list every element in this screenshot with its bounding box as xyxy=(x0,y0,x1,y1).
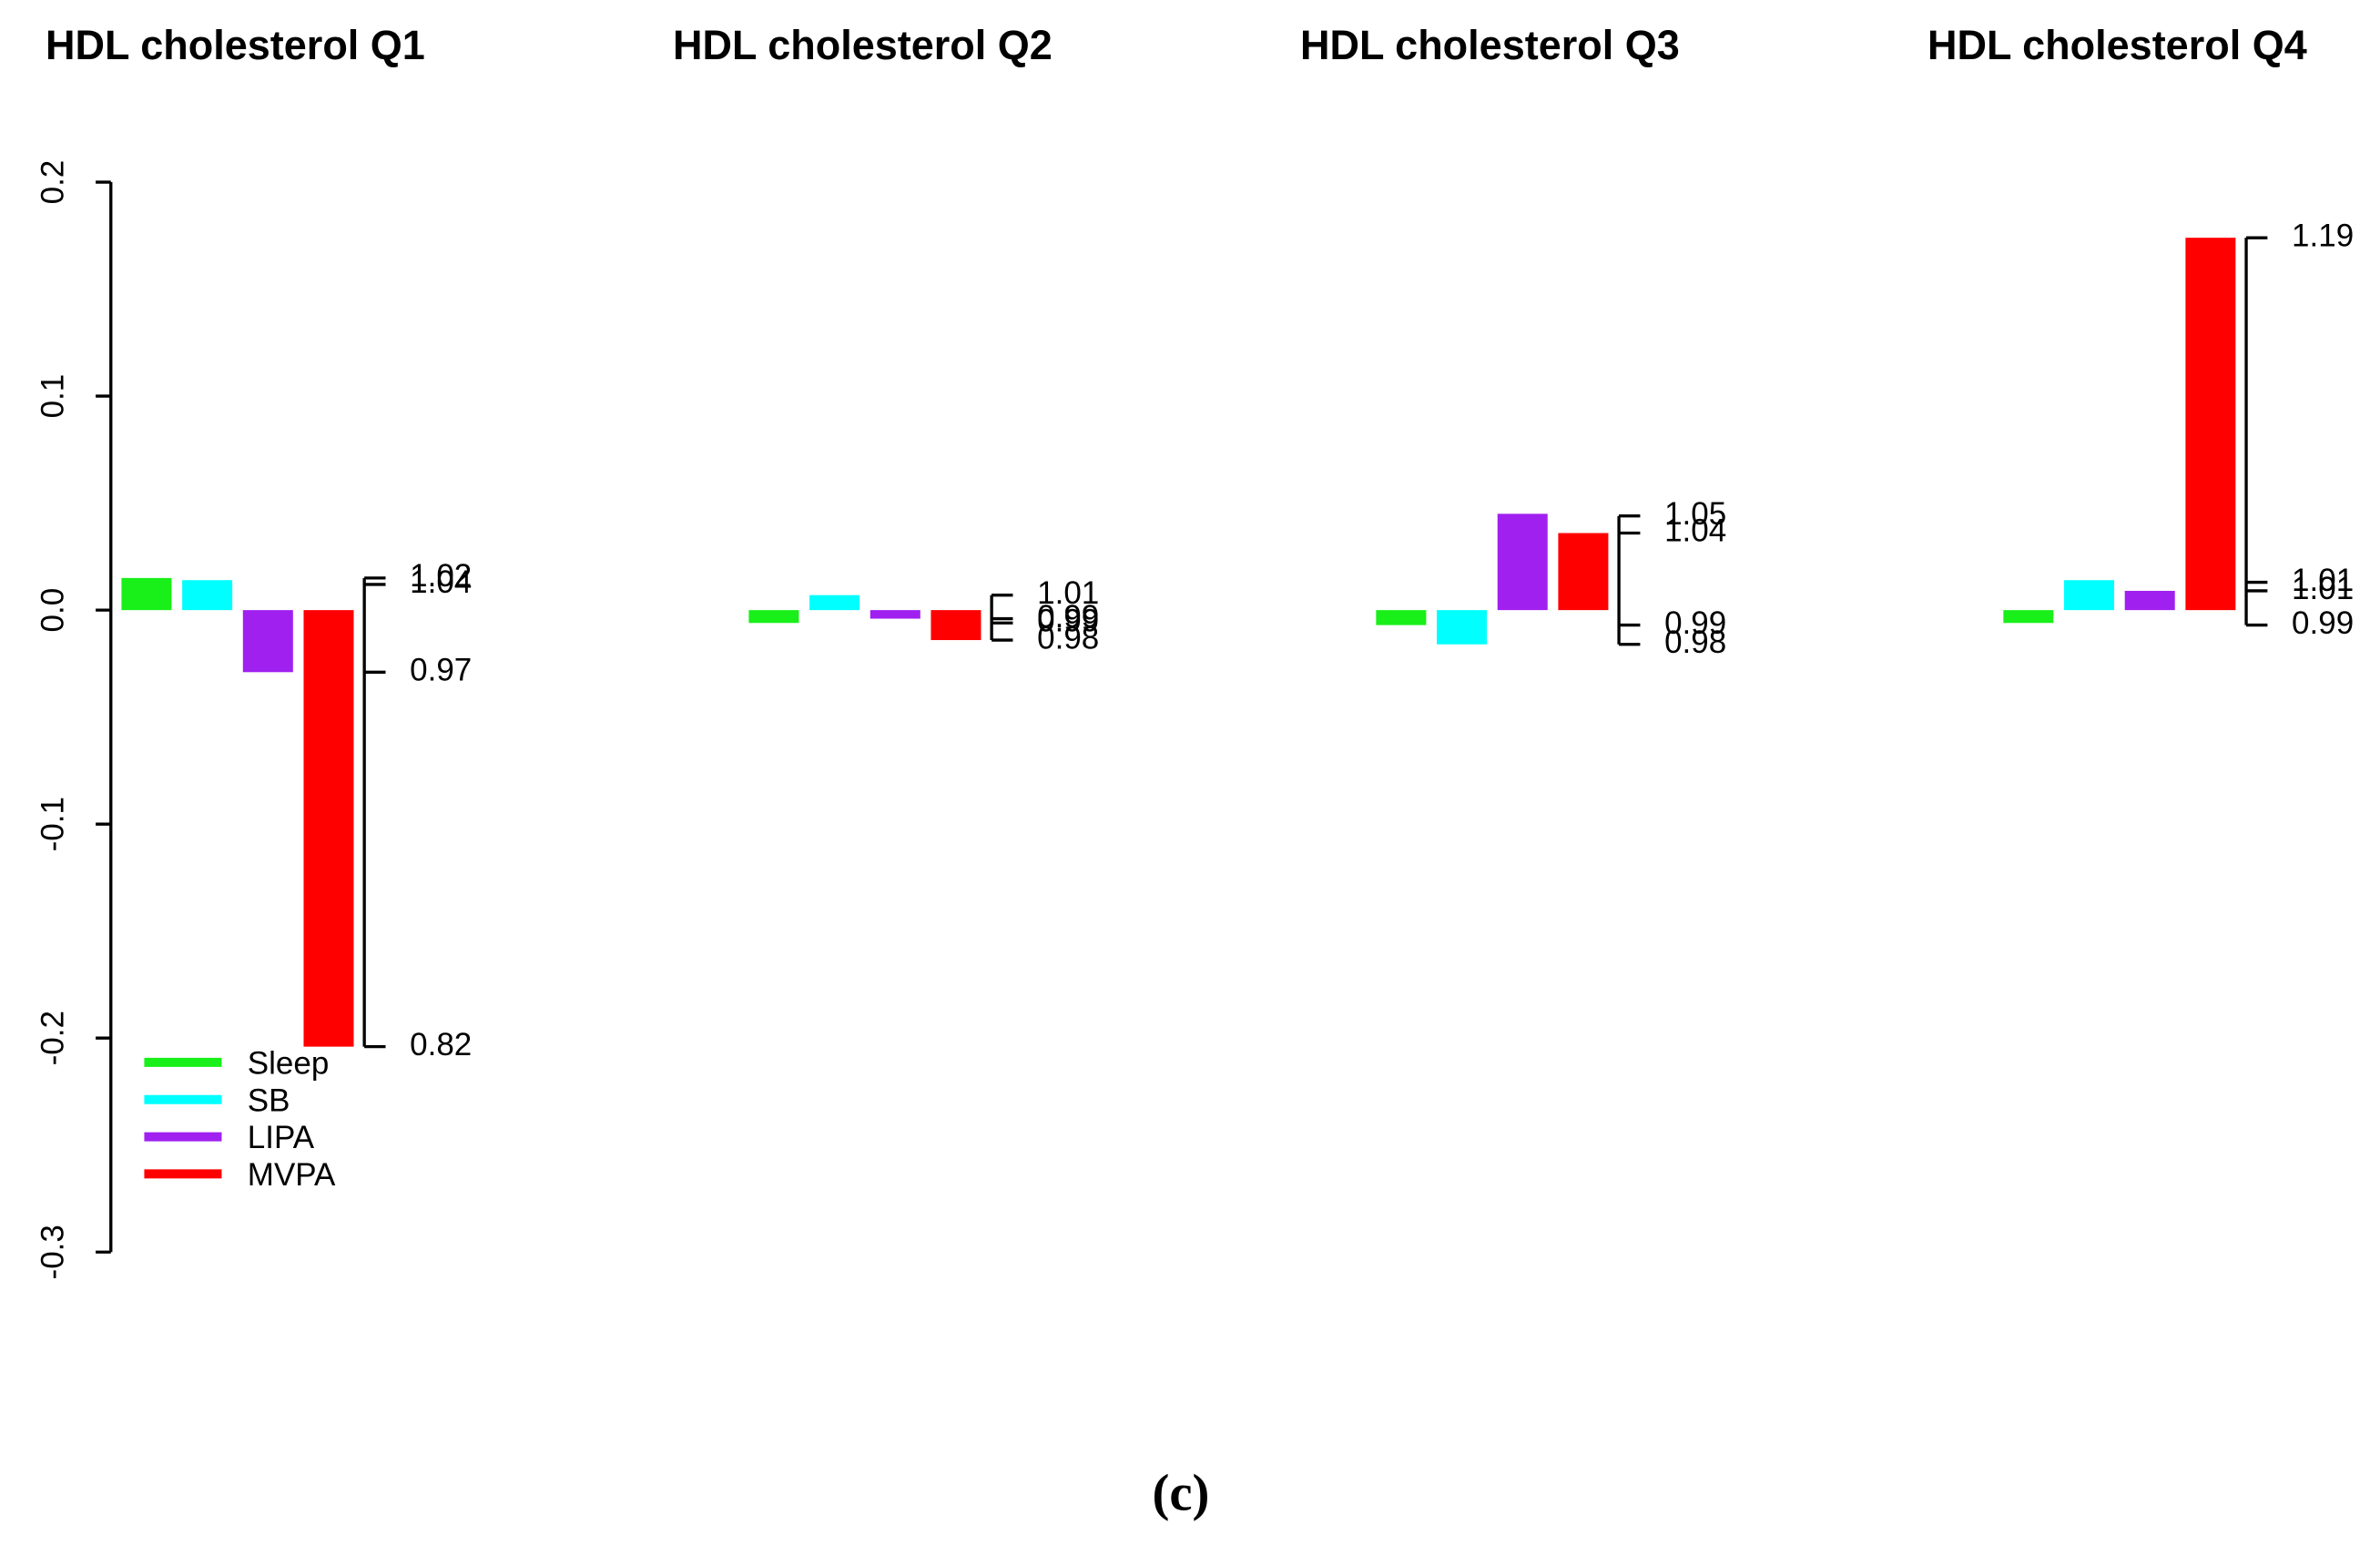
panel-title: HDL cholesterol Q1 xyxy=(46,22,425,68)
bar xyxy=(303,610,354,1047)
y2-tick-label: 1.04 xyxy=(1664,513,1726,549)
bar xyxy=(242,610,293,673)
legend-label: SB xyxy=(248,1083,290,1118)
bar xyxy=(1437,610,1488,645)
panel-title: HDL cholesterol Q4 xyxy=(1927,22,2307,68)
bar xyxy=(870,610,920,619)
y2-tick-label: 1.05 xyxy=(1664,496,1726,532)
bar xyxy=(2124,590,2175,611)
legend-label: Sleep xyxy=(248,1045,330,1081)
bar xyxy=(1497,513,1548,611)
legend-label: LIPA xyxy=(248,1120,315,1155)
panel-title: HDL cholesterol Q3 xyxy=(1300,22,1680,68)
y-tick-label: 0.1 xyxy=(35,374,70,419)
y2-tick-label: 0.99 xyxy=(1664,605,1726,641)
y-tick-label: -0.3 xyxy=(35,1225,70,1279)
y2-tick-label: 0.97 xyxy=(410,653,472,688)
legend-label: MVPA xyxy=(248,1157,336,1193)
bar xyxy=(931,610,981,641)
bar xyxy=(182,580,233,611)
y2-tick-label: 1.02 xyxy=(410,558,472,594)
y2-tick-label: 0.99 xyxy=(1037,603,1099,638)
bar xyxy=(809,595,860,611)
y-tick-label: 0.0 xyxy=(35,588,70,633)
caption: (c) xyxy=(1153,1465,1210,1521)
y2-tick-label: 0.98 xyxy=(1037,620,1099,656)
y2-tick-label: 1.01 xyxy=(2292,571,2354,606)
y2-tick-label: 0.99 xyxy=(1037,599,1099,635)
y2-tick-label: 1.19 xyxy=(2292,218,2354,253)
bar xyxy=(2003,610,2054,624)
y2-tick-label: 1.01 xyxy=(1037,575,1099,611)
bar xyxy=(748,610,799,624)
bar xyxy=(1376,610,1427,625)
panel-title: HDL cholesterol Q2 xyxy=(673,22,1053,68)
y-tick-label: -0.1 xyxy=(35,797,70,851)
y-tick-label: 0.2 xyxy=(35,160,70,205)
bar xyxy=(1558,533,1609,611)
bar xyxy=(2185,238,2236,611)
bar xyxy=(121,577,172,611)
y2-tick-label: 0.99 xyxy=(2292,605,2354,641)
y2-tick-label: 0.82 xyxy=(410,1027,472,1062)
y2-tick-label: 1.01 xyxy=(2292,563,2354,598)
y-tick-label: -0.2 xyxy=(35,1011,70,1065)
y2-tick-label: 0.98 xyxy=(1664,625,1726,660)
bar xyxy=(2064,580,2115,611)
y2-tick-label: 1.04 xyxy=(410,564,472,600)
